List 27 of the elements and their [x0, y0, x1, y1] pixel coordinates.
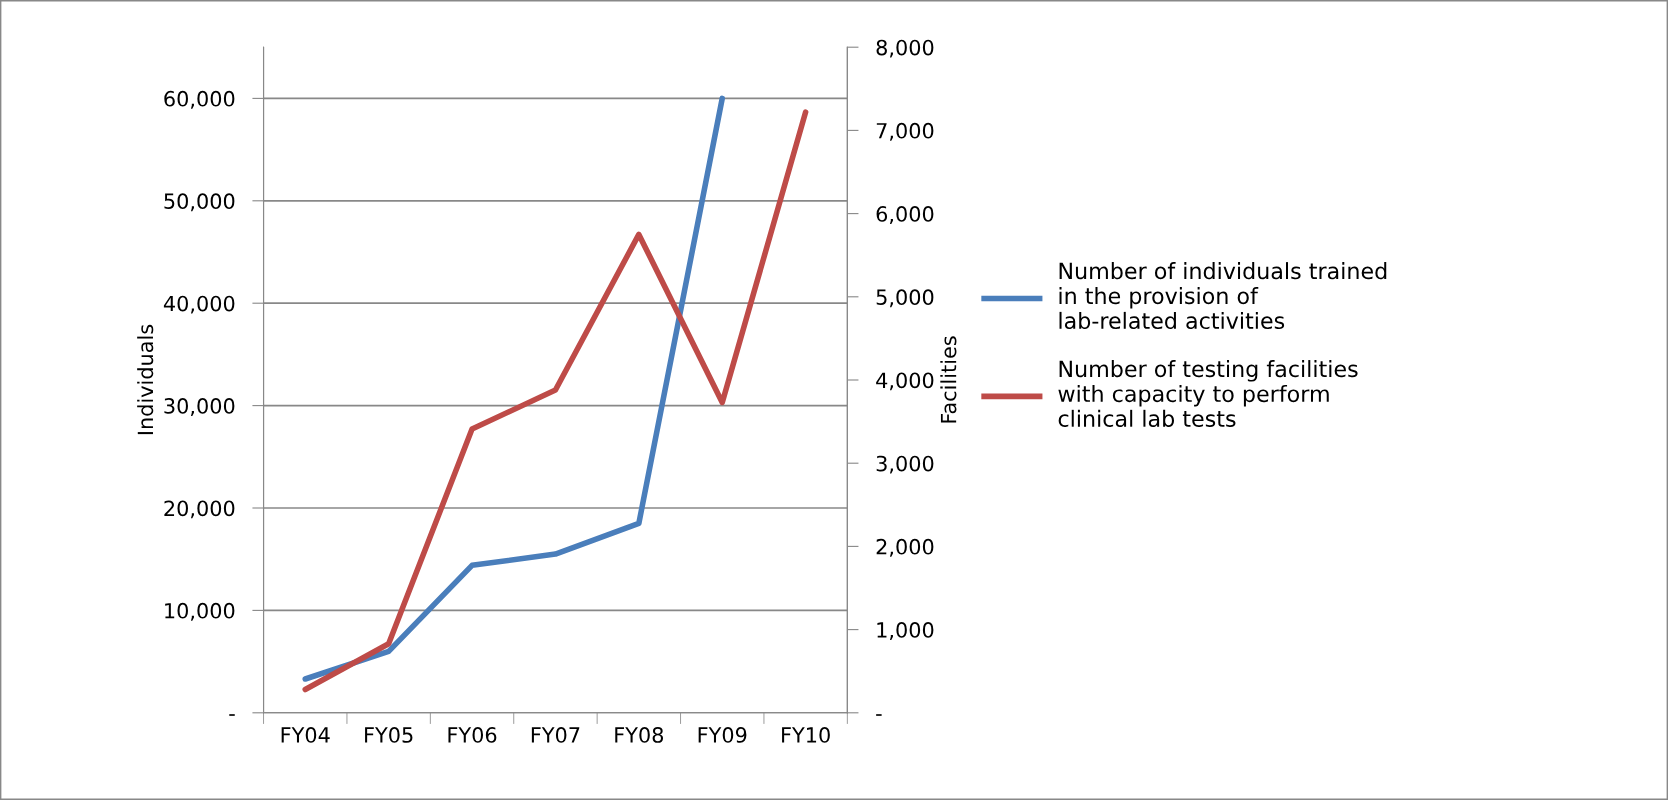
legend-label: Number of individuals trained in the provision of lab-related activities [1059, 262, 1387, 330]
y2-axis-title: Facilities [940, 336, 957, 423]
y2-tick-label: 2,000 [876, 538, 934, 557]
x-tick-label: FY07 [531, 727, 580, 743]
y2-tick-label: - [876, 714, 882, 716]
y-tick-label: 30,000 [164, 398, 235, 416]
x-tick-label: FY05 [365, 727, 413, 743]
y-tick-label: - [229, 714, 235, 716]
y-tick-label: 20,000 [164, 500, 235, 519]
x-tick-label: FY08 [615, 727, 664, 743]
y2-tick-label: 1,000 [877, 622, 934, 640]
legend-label: Number of testing facilities with capacity to perform clinical lab tests [1058, 360, 1358, 428]
x-tick-label: FY09 [698, 727, 747, 743]
x-tick-label: FY04 [281, 727, 330, 743]
y-tick-label: 60,000 [164, 90, 235, 109]
y-tick-label: 50,000 [164, 193, 235, 212]
y-tick-label: 10,000 [165, 602, 235, 621]
y2-tick-label: 6,000 [876, 206, 934, 224]
x-tick-label: FY06 [448, 727, 497, 743]
y-tick-label: 40,000 [163, 295, 235, 314]
y2-tick-label: 8,000 [876, 39, 934, 58]
x-tick-label: FY10 [782, 727, 830, 743]
y2-tick-label: 5,000 [876, 289, 934, 308]
y-axis-title: Individuals [137, 324, 154, 435]
y2-tick-label: 7,000 [876, 122, 934, 141]
y2-tick-label: 3,000 [876, 455, 934, 474]
y2-tick-label: 4,000 [876, 372, 934, 391]
